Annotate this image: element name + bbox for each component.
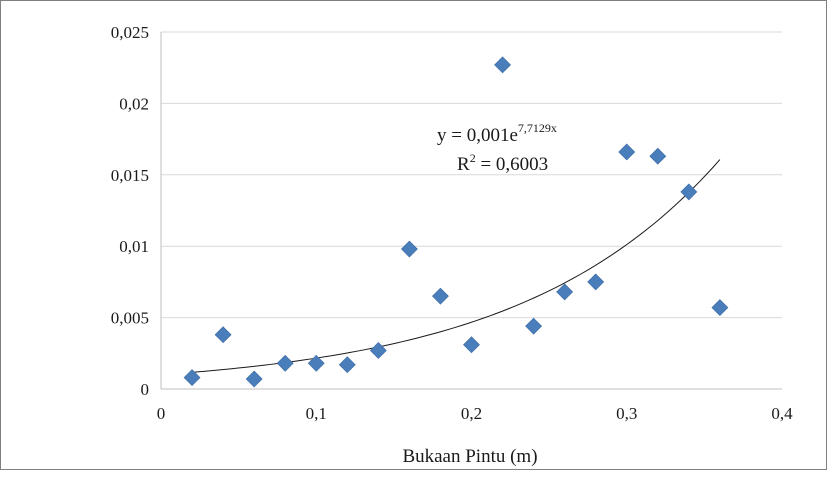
- data-point: [494, 56, 511, 74]
- data-point: [183, 369, 201, 387]
- data-point: [245, 370, 263, 388]
- data-point: [680, 183, 698, 201]
- gridlines: [161, 31, 782, 319]
- data-points: [183, 56, 729, 388]
- r2-superscript: 2: [470, 151, 476, 165]
- data-point: [276, 354, 294, 372]
- x-axis-title: Bukaan Pintu (m): [402, 446, 537, 467]
- data-point: [618, 143, 636, 161]
- r2-value: = 0,6003: [476, 154, 548, 175]
- trendline-equation: y = 0,001e7,7129x: [437, 121, 557, 146]
- data-point: [525, 317, 543, 335]
- data-point: [463, 336, 480, 354]
- data-point: [649, 147, 667, 165]
- x-tick-label: 0,3: [616, 404, 637, 423]
- y-tick-label: 0: [141, 380, 150, 399]
- r-squared-label: R2 = 0,6003: [457, 151, 548, 175]
- equation-prefix: y = 0,001e: [437, 125, 518, 146]
- y-tick-label: 0,005: [111, 309, 149, 328]
- x-tick-label: 0,1: [306, 404, 327, 423]
- r2-prefix: R: [457, 154, 470, 175]
- data-point: [214, 326, 232, 344]
- x-tick-label: 0,2: [461, 404, 482, 423]
- chart-frame: [0, 0, 827, 470]
- x-tick-label: 0,4: [771, 404, 793, 423]
- equation-exponent: 7,7129x: [518, 121, 557, 135]
- y-tick-label: 0,025: [111, 23, 149, 42]
- data-point: [369, 342, 387, 359]
- data-point: [432, 287, 449, 305]
- data-point: [338, 356, 356, 374]
- data-point: [307, 354, 325, 372]
- data-point: [587, 273, 605, 291]
- x-tick-labels: 0 0,1 0,2 0,3 0,4: [157, 404, 793, 423]
- exponential-trendline: [192, 159, 721, 373]
- data-point: [711, 299, 729, 317]
- y-tick-label: 0,02: [119, 94, 149, 113]
- data-point: [400, 240, 418, 258]
- data-point: [556, 283, 574, 301]
- y-tick-labels: 0 0,005 0,01 0,015 0,02 0,025: [111, 23, 149, 399]
- x-tick-label: 0: [157, 404, 166, 423]
- y-tick-label: 0,015: [111, 166, 149, 185]
- y-tick-label: 0,01: [119, 237, 149, 256]
